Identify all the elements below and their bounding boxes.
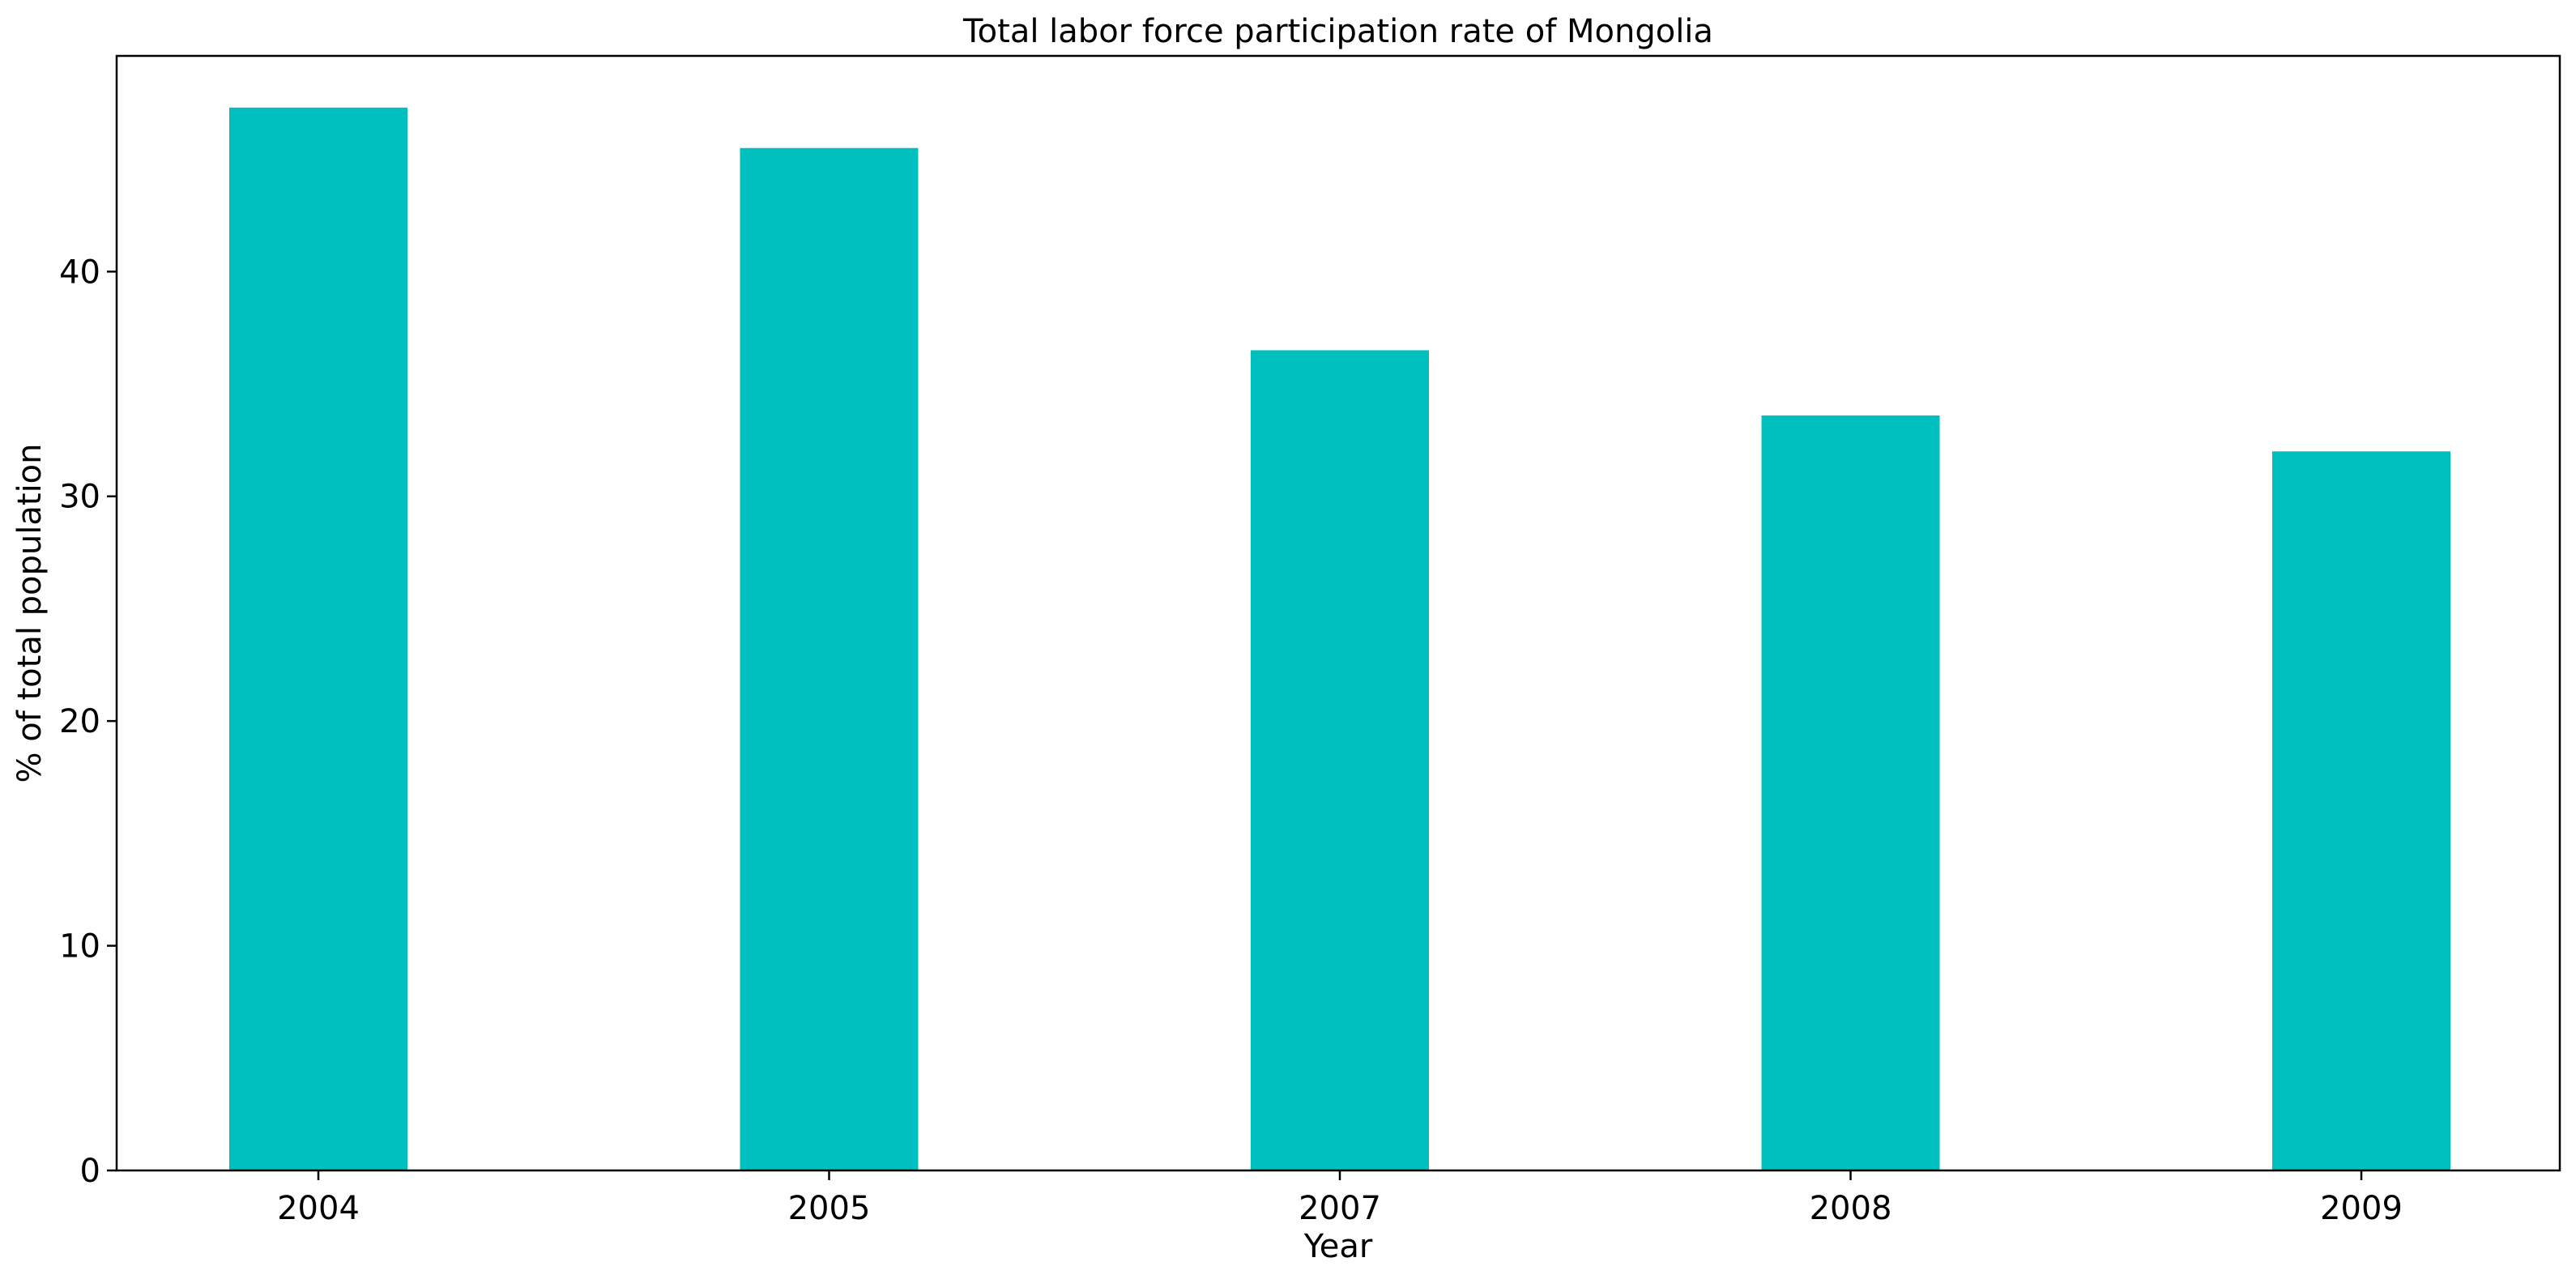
- x-axis-ticks: 2004 2005 2007 2008 2009: [277, 1170, 2403, 1227]
- bar-2007: [1251, 350, 1429, 1171]
- y-axis-ticks: 0 10 20 30 40: [59, 254, 117, 1190]
- x-tick-label: 2005: [788, 1190, 871, 1227]
- chart-title: Total labor force participation rate of …: [962, 13, 1713, 50]
- x-tick-label: 2009: [2320, 1190, 2403, 1227]
- y-tick-label: 40: [59, 254, 100, 291]
- y-tick-label: 30: [59, 479, 100, 516]
- plot-frame: [115, 54, 2561, 1172]
- y-tick-label: 0: [80, 1153, 100, 1190]
- bar-2004: [229, 107, 407, 1171]
- bar-2005: [740, 147, 919, 1170]
- x-axis-label: Year: [1303, 1228, 1373, 1265]
- x-tick-label: 2008: [1810, 1190, 1892, 1227]
- x-tick-label: 2004: [277, 1190, 360, 1227]
- bars-group: [229, 107, 2450, 1171]
- y-tick-label: 10: [59, 928, 100, 966]
- y-tick-label: 20: [59, 703, 100, 740]
- bar-2009: [2272, 451, 2450, 1170]
- y-axis-label: % of total population: [11, 443, 49, 782]
- bar-2008: [1761, 415, 1940, 1170]
- x-tick-label: 2007: [1299, 1190, 1381, 1227]
